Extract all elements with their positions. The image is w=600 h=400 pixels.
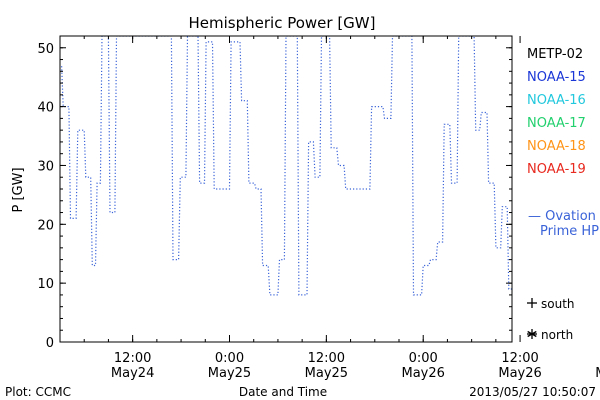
ovation-legend-line1: — Ovation (528, 209, 596, 224)
footer-left: Plot: CCMC (5, 385, 71, 399)
legend-noaa-19: NOAA-19 (527, 162, 586, 177)
legend-noaa-15: NOAA-15 (527, 70, 586, 85)
x-axis-label: Date and Time (239, 385, 327, 399)
x-tick-label-time: 12:00 (501, 351, 538, 366)
footer-right: 2013/05/27 10:50:07 (469, 385, 596, 399)
plot-frame (59, 35, 513, 343)
legend-metp-02: METP-02 (527, 47, 583, 62)
legend-south-marker (527, 298, 537, 308)
x-tick-label-time: 0:00 (215, 351, 244, 366)
x-tick-label-date: May25 (305, 366, 348, 381)
x-tick-label-date: May26 (498, 366, 541, 381)
chart-title: Hemispheric Power [GW] (189, 14, 376, 32)
y-axis-label: P [GW] (11, 167, 26, 212)
legend-south-label: south (541, 297, 575, 311)
x-tick-label-time: 12:00 (308, 351, 345, 366)
legend-north-marker (527, 329, 537, 339)
x-tick-label-time: 0:00 (409, 351, 438, 366)
y-tick-label: 0 (46, 336, 54, 351)
ovation-prime-hpi-line (60, 36, 512, 296)
y-tick-label: 30 (37, 159, 54, 174)
x-tick-label-date: May26 (402, 366, 445, 381)
x-tick-label-date: May24 (111, 366, 154, 381)
legend-noaa-18: NOAA-18 (527, 139, 586, 154)
x-tick-label-date: May27 (595, 366, 600, 381)
x-tick-label-time: 12:00 (114, 351, 151, 366)
ovation-legend-line2: Prime HPI (540, 224, 600, 239)
legend-noaa-16: NOAA-16 (527, 93, 586, 108)
y-tick-label: 40 (37, 101, 54, 116)
y-tick-label: 50 (37, 42, 54, 57)
legend-noaa-17: NOAA-17 (527, 116, 586, 131)
legend-north-label: north (541, 328, 573, 342)
x-tick-label-date: May25 (208, 366, 251, 381)
y-tick-label: 10 (37, 277, 54, 292)
y-tick-label: 20 (37, 218, 54, 233)
